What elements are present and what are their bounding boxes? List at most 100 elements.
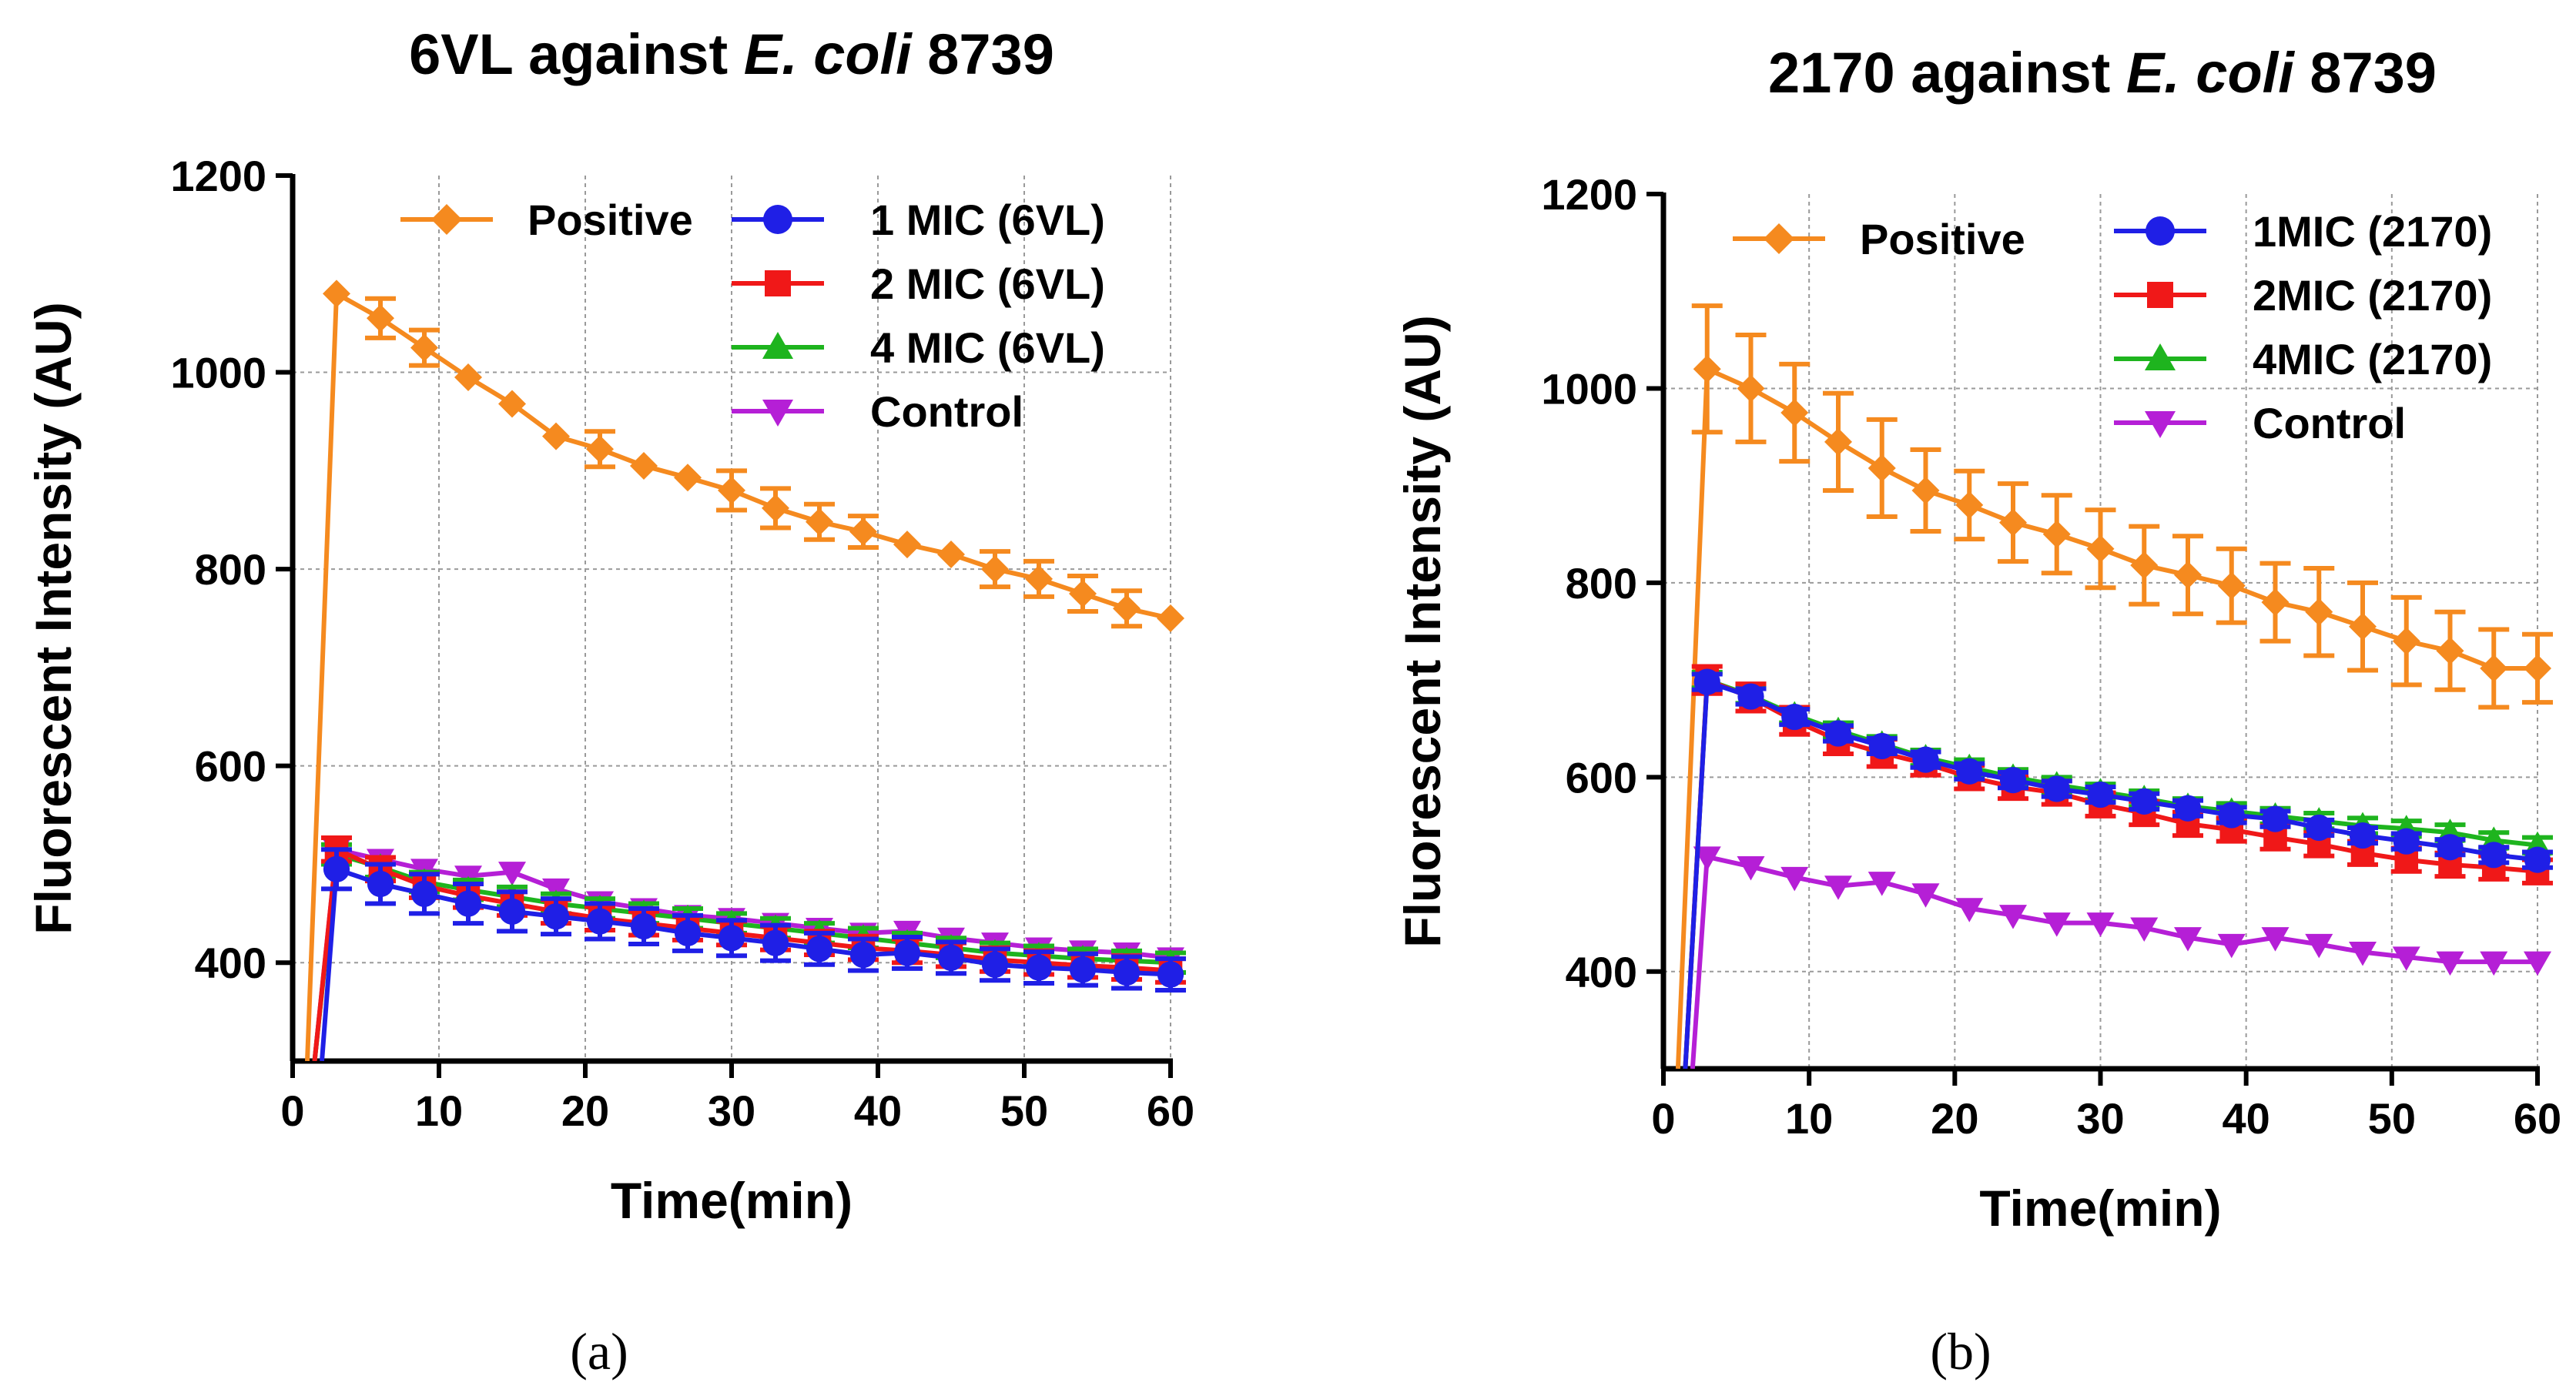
data-point [2086, 912, 2115, 937]
series-1mic-2170 [1683, 668, 2553, 1069]
y-tick-label: 800 [1566, 559, 1637, 608]
chart-title: 2170 against E. coli 8739 [1768, 41, 2437, 105]
data-point [2306, 814, 2333, 842]
legend-item-1-mic-6vl: 1 MIC (6VL) [732, 196, 1105, 244]
data-point [2392, 627, 2420, 655]
legend: Positive 1MIC (2170) 2MIC (2170) 4MIC (2170… [1733, 207, 2492, 447]
data-point [893, 939, 921, 966]
data-point [323, 280, 350, 308]
data-point [981, 555, 1009, 584]
data-point [762, 494, 789, 522]
legend-label: 2MIC (2170) [2253, 271, 2492, 320]
legend-marker [431, 204, 462, 235]
data-point [2524, 951, 2551, 976]
y-tick-label: 400 [1566, 948, 1637, 996]
data-point [1868, 454, 1896, 482]
legend-label: 1MIC (2170) [2253, 207, 2492, 256]
series-line [1683, 678, 2538, 1069]
data-point [937, 944, 965, 971]
legend-marker [2147, 282, 2173, 308]
series-positive [1675, 303, 2553, 1069]
data-point [2349, 822, 2377, 849]
data-point [1955, 490, 1984, 519]
legend-item-2-mic-6vl: 2 MIC (6VL) [732, 259, 1105, 308]
data-point [981, 951, 1009, 978]
data-point [2174, 561, 2202, 589]
title-part: E. coli [744, 22, 913, 86]
data-point [2086, 534, 2115, 563]
data-point [454, 363, 482, 391]
series-1-mic-6vl [320, 847, 1186, 1061]
data-point [1999, 508, 2027, 537]
y-tick-label: 400 [195, 939, 266, 987]
data-point [1113, 959, 1141, 986]
legend: Positive 1 MIC (6VL) 2 MIC (6VL) 4 MIC (6VL… [400, 196, 1105, 436]
data-point [498, 862, 526, 886]
data-point [2393, 828, 2420, 855]
data-point [498, 390, 526, 418]
data-point [2130, 551, 2159, 580]
legend-label: 2 MIC (6VL) [870, 259, 1105, 308]
panel-label-b: (b) [1930, 1322, 1991, 1381]
data-point [2174, 795, 2202, 822]
legend-marker [2145, 343, 2176, 370]
data-point [2524, 846, 2551, 873]
data-point [1999, 905, 2027, 929]
data-point [367, 304, 394, 333]
y-tick-label: 1000 [170, 349, 266, 397]
data-point [1868, 872, 1896, 896]
data-point [2392, 946, 2420, 971]
y-tick-label: 1200 [170, 152, 266, 200]
data-point [806, 507, 833, 536]
data-point [1780, 866, 1809, 892]
data-point [2305, 598, 2333, 626]
data-point [2480, 654, 2508, 682]
chart-b: 2170 against E. coli 8739 0 10 20 30 40 50 60 40… [1394, 41, 2561, 1237]
legend-label: 4 MIC (6VL) [870, 323, 1105, 372]
x-tick-label: 30 [708, 1086, 755, 1135]
x-tick-label: 40 [854, 1086, 902, 1135]
data-point [1955, 898, 1984, 922]
data-point [410, 880, 438, 907]
legend-label: Positive [528, 196, 693, 244]
data-point [2042, 912, 2071, 937]
data-point [893, 531, 921, 559]
data-point [1868, 732, 1895, 760]
data-point [1157, 604, 1184, 632]
data-point [630, 912, 658, 940]
y-tick-label: 600 [195, 742, 266, 791]
data-point [2174, 927, 2202, 952]
data-point [2261, 927, 2290, 952]
data-point [542, 422, 570, 450]
data-point [674, 919, 702, 946]
data-point [1693, 668, 1720, 695]
data-point [2436, 951, 2464, 976]
data-point [2130, 917, 2159, 942]
data-point [1693, 355, 1721, 383]
legend-item-4mic-2170: 4MIC (2170) [2114, 335, 2492, 383]
data-point [2042, 520, 2071, 548]
legend-item-2mic-2170: 2MIC (2170) [2114, 271, 2492, 320]
y-tick-label: 800 [195, 545, 266, 594]
data-point [2262, 805, 2289, 832]
data-point [2217, 933, 2246, 959]
data-point [1911, 476, 1940, 504]
title-part: 6VL against [409, 22, 744, 86]
legend-label: 1 MIC (6VL) [870, 196, 1105, 244]
x-tick-label: 10 [415, 1086, 463, 1135]
data-point [1824, 875, 1852, 900]
data-point [542, 903, 570, 930]
data-point [1025, 954, 1053, 981]
data-point [718, 925, 745, 952]
data-point [674, 464, 702, 492]
legend-marker [2145, 411, 2176, 438]
data-point [2481, 842, 2507, 869]
data-point [1025, 564, 1053, 593]
data-point [1911, 883, 1940, 908]
y-axis-label: Fluorescent Intensity (AU) [1394, 315, 1451, 947]
legend-marker [762, 332, 793, 359]
legend-marker [2146, 216, 2175, 246]
legend-item-positive: Positive [400, 196, 693, 244]
y-tick-label: 1200 [1541, 170, 1637, 219]
grid [293, 176, 1171, 1061]
